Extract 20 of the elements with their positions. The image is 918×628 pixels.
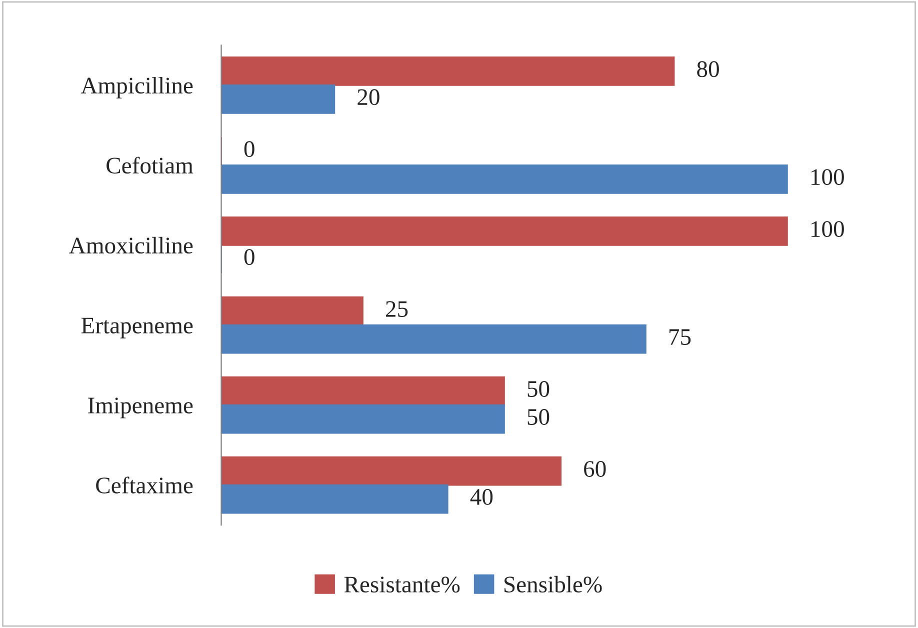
y-tick-label: Imipeneme (88, 398, 193, 418)
data-label: 0 (244, 141, 254, 158)
y-tick-label: Amoxicilline (69, 236, 193, 254)
data-label: 100 (812, 169, 844, 186)
data-label: 0 (244, 249, 254, 266)
data-label: 80 (697, 61, 719, 78)
data-label: 100 (812, 221, 844, 238)
data-label: 40 (470, 488, 493, 505)
y-tick-label: Cefotiam (106, 156, 194, 174)
data-label: 60 (584, 461, 606, 477)
data-label: 25 (386, 301, 408, 318)
legend-label: Sensible% (504, 576, 602, 593)
legend-label: Resistante% (344, 576, 460, 593)
y-tick-label: Ceftaxime (96, 476, 193, 494)
y-tick-label: Ampicilline (80, 77, 193, 98)
y-tick-label: Ertapeneme (81, 318, 193, 338)
data-label: 20 (358, 89, 380, 106)
data-label: 50 (528, 409, 550, 425)
data-label: 50 (528, 381, 550, 397)
data-label: 75 (669, 329, 691, 345)
